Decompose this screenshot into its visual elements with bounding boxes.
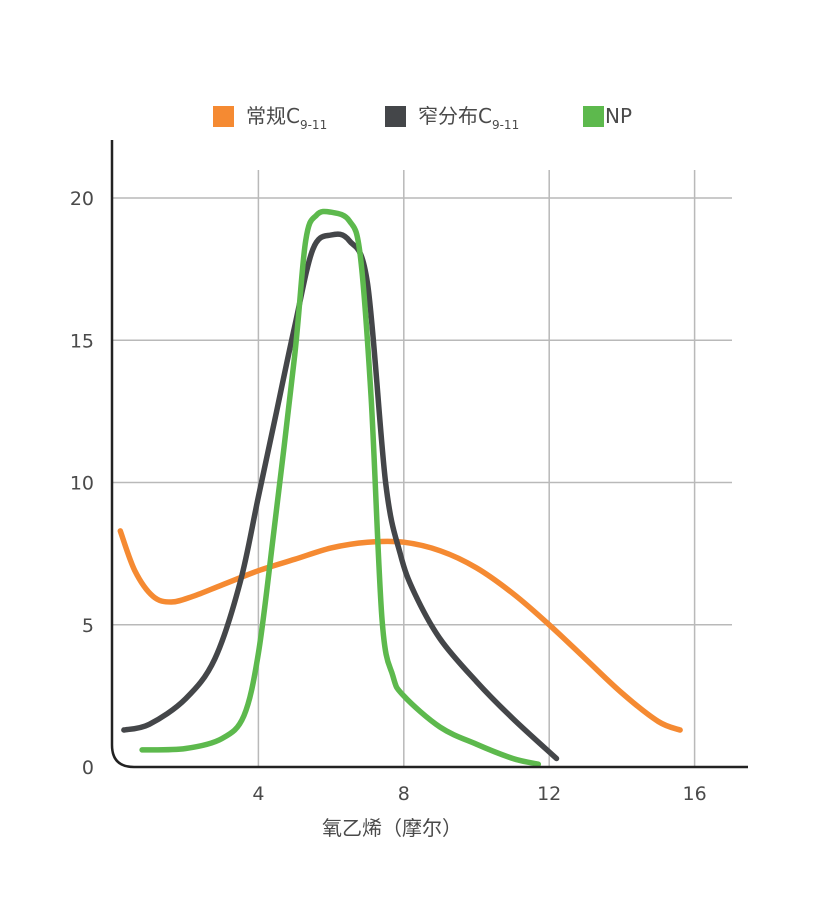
y-tick-label: 10 [70,473,94,495]
legend: 常规C9-11 窄分布C9-11 NP [213,104,632,132]
legend-item-conventional: 常规C9-11 [213,104,327,132]
y-tick-label: 15 [70,330,94,352]
grid [112,170,732,767]
x-tick-label: 16 [683,783,707,805]
legend-label: NP [605,104,632,128]
axes [110,140,748,769]
y-tick-label: 0 [82,757,94,779]
x-tick-label: 12 [537,783,561,805]
legend-label: 常规C9-11 [246,104,327,132]
legend-swatch [583,106,604,127]
legend-swatch [385,106,406,127]
x-tick-label: 8 [398,783,410,805]
series-line-np [139,208,542,767]
series-line-conventional [117,528,683,733]
legend-label: 窄分布C9-11 [418,104,519,132]
x-tick-label: 4 [252,783,264,805]
legend-swatch [213,106,234,127]
legend-item-np: NP [583,104,632,128]
axis-frame [110,140,748,769]
legend-item-narrow: 窄分布C9-11 [385,104,519,132]
y-tick-label: 5 [82,615,94,637]
series-lines [117,208,683,767]
x-tick-labels: 4 8 12 16 [252,783,706,805]
y-tick-labels: 0 5 10 15 20 [70,188,94,779]
x-axis-label: 氧乙烯（摩尔） [322,816,462,840]
y-tick-label: 20 [70,188,94,210]
series-line-narrow [121,231,560,762]
